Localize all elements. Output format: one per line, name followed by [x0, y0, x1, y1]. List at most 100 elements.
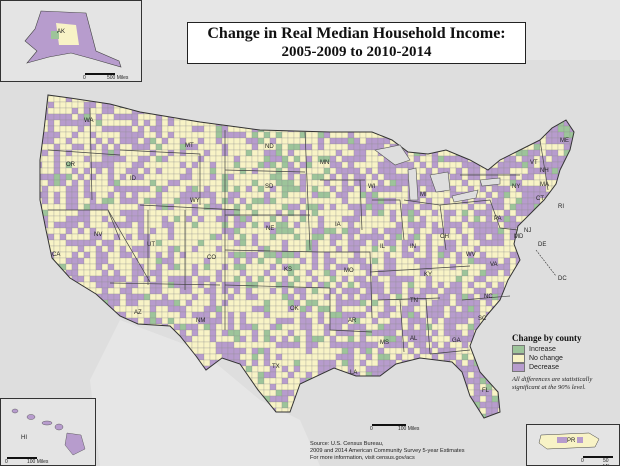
county-cell [287, 389, 295, 397]
county-cell [137, 215, 145, 223]
county-cell [377, 179, 385, 187]
county-cell [353, 179, 361, 187]
county-cell [257, 293, 265, 301]
county-cell [71, 101, 79, 109]
county-cell [155, 209, 163, 217]
county-cell [119, 221, 127, 229]
county-cell [113, 131, 121, 139]
county-cell [461, 239, 469, 247]
county-cell [197, 287, 205, 295]
county-cell [377, 191, 385, 199]
county-cell [59, 179, 67, 187]
county-cell [167, 251, 175, 259]
county-cell [401, 305, 409, 313]
county-cell [191, 293, 199, 301]
county-cell [401, 347, 409, 355]
county-cell [149, 167, 157, 175]
county-cell [89, 263, 97, 271]
county-cell [95, 203, 103, 211]
county-cell [251, 275, 259, 283]
county-cell [383, 311, 391, 319]
county-cell [299, 149, 307, 157]
county-cell [497, 161, 505, 169]
county-cell [203, 221, 211, 229]
county-cell [497, 227, 505, 235]
county-cell [347, 341, 355, 349]
county-cell [239, 257, 247, 265]
county-cell [329, 341, 337, 349]
county-cell [251, 347, 259, 355]
county-cell [125, 197, 133, 205]
county-cell [287, 359, 295, 367]
county-cell [77, 263, 85, 271]
county-cell [347, 257, 355, 265]
county-cell [287, 185, 295, 193]
county-cell [83, 167, 91, 175]
county-cell [113, 299, 121, 307]
county-cell [473, 281, 481, 289]
county-cell [173, 257, 181, 265]
county-cell [209, 179, 217, 187]
county-cell [185, 173, 193, 181]
county-cell [185, 287, 193, 295]
county-cell [371, 359, 379, 367]
county-cell [317, 365, 325, 373]
county-cell [149, 281, 157, 289]
county-cell [71, 125, 79, 133]
county-cell [425, 203, 433, 211]
county-cell [371, 167, 379, 175]
county-cell [299, 305, 307, 313]
county-cell [179, 185, 187, 193]
county-cell [233, 161, 241, 169]
county-cell [335, 227, 343, 235]
county-cell [185, 251, 193, 259]
county-cell [65, 245, 73, 253]
county-cell [431, 311, 439, 319]
county-cell [263, 371, 271, 379]
county-cell [167, 233, 175, 241]
county-cell [239, 317, 247, 325]
county-cell [167, 191, 175, 199]
county-cell [287, 323, 295, 331]
county-cell [371, 341, 379, 349]
county-cell [365, 131, 373, 139]
county-cell [275, 329, 283, 337]
county-cell [143, 251, 151, 259]
county-cell [137, 197, 145, 205]
county-cell [413, 161, 421, 169]
county-cell [71, 113, 79, 121]
county-cell [107, 275, 115, 283]
county-cell [257, 197, 265, 205]
county-cell [119, 119, 127, 127]
county-cell [425, 299, 433, 307]
county-cell [77, 215, 85, 223]
county-cell [233, 323, 241, 331]
county-cell [335, 347, 343, 355]
county-cell [281, 137, 289, 145]
county-cell [89, 215, 97, 223]
county-cell [353, 287, 361, 295]
county-cell [245, 143, 253, 151]
county-cell [437, 323, 445, 331]
county-cell [479, 251, 487, 259]
county-cell [311, 161, 319, 169]
county-cell [443, 155, 451, 163]
county-cell [47, 137, 55, 145]
county-cell [41, 191, 49, 199]
county-cell [311, 251, 319, 259]
county-cell [287, 311, 295, 319]
county-cell [65, 149, 73, 157]
county-cell [275, 323, 283, 331]
county-cell [473, 179, 481, 187]
county-cell [83, 125, 91, 133]
county-cell [371, 161, 379, 169]
county-cell [71, 119, 79, 127]
county-cell [443, 191, 451, 199]
county-cell [365, 359, 373, 367]
county-cell [461, 167, 469, 175]
county-cell [431, 263, 439, 271]
county-cell [335, 239, 343, 247]
county-cell [257, 323, 265, 331]
county-cell [305, 137, 313, 145]
